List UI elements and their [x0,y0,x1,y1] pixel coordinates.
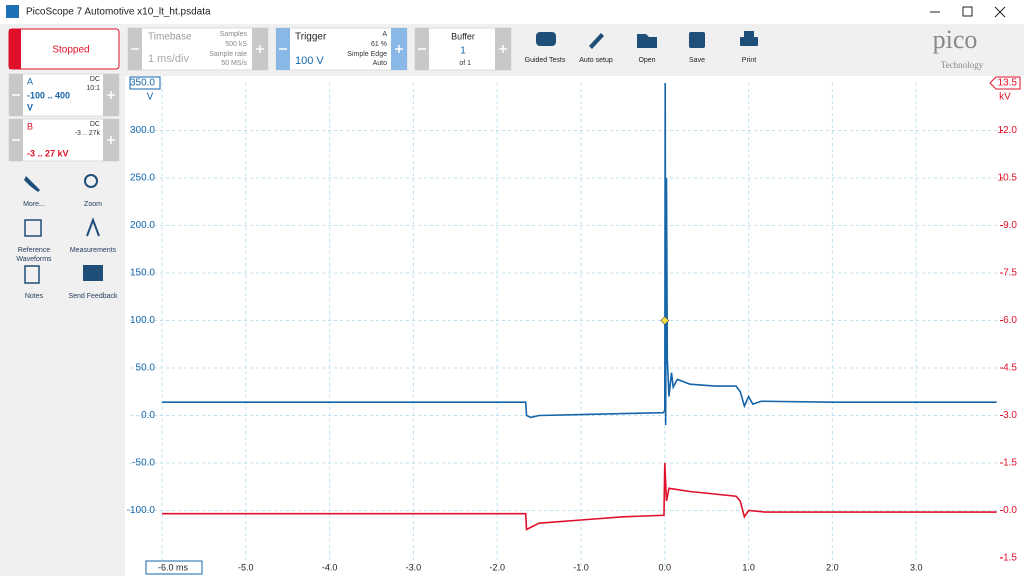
tool-label[interactable]: More... [23,201,45,208]
x-tick-label: 3.0 [910,562,923,572]
app-icon [6,5,19,18]
x-tick-label: -1.0 [573,562,589,572]
y2-axis-label: kV [999,92,1011,103]
channel-unit: V [27,102,33,112]
stop-indicator [9,29,21,69]
trigger-position: 61 % [371,41,387,48]
samples-label: Samples [220,31,248,38]
trigger-channel: A [382,31,387,38]
x-tick-label: -5.0 [238,562,254,572]
channel-coupling: DC [90,121,100,128]
y-tick-label: 300.0 [130,125,155,136]
chart: -100.0 -50.0 0.0 50.0 100.0 150.0 200.0 250.0 30… [127,76,1021,575]
x-tick-label: -2.0 [489,562,505,572]
y2-tick-label: 4.5 [1003,363,1017,374]
channel-range: -3 .. 27 kV [27,148,69,158]
y-tick-label: 250.0 [130,173,155,184]
trigger-marker[interactable] [660,316,670,325]
x-tick-label: 2.0 [826,562,839,572]
y-tick-label: -50.0 [132,458,155,469]
plot-area [125,76,1024,576]
channel-probe: -3 .. 27k [75,130,101,137]
y-tick-label: 350.0 [130,78,155,89]
trigger-mode: Auto [373,60,388,67]
y2-tick-label: 12.0 [998,125,1018,136]
timebase-label: Timebase [148,32,192,43]
title-bar [0,0,1024,24]
logo: pico [933,25,978,54]
toolbar-button[interactable]: Save [689,57,705,64]
x-tick-label: 1.0 [742,562,755,572]
y-tick-label: 0.0 [141,410,155,421]
y-tick-label: 100.0 [130,315,155,326]
tool-label[interactable]: Zoom [84,201,102,208]
waveform [162,82,997,426]
timebase-value: 1 ms/div [148,53,189,65]
x-tick-label: -4.0 [322,562,338,572]
toolbar-button[interactable]: Guided Tests [525,57,566,64]
buffer-label: Buffer [451,31,475,41]
y2-tick-label: 7.5 [1003,268,1017,279]
x-tick-label: -3.0 [406,562,422,572]
rate-label: Sample rate [209,51,247,58]
timebase-panel[interactable] [127,27,269,71]
trigger-level: 100 V [295,55,324,67]
toolbar-button[interactable]: Open [638,57,655,64]
y-tick-label: 200.0 [130,220,155,231]
step-glyphs [12,45,507,144]
channel-coupling: DC [90,76,100,83]
y2-tick-label: 13.5 [998,78,1018,89]
tool-label[interactable]: Reference [18,247,50,254]
channel-range: -100 .. 400 [27,90,70,100]
y2-tick-label: 0.0 [1003,505,1017,516]
y-tick-label: 50.0 [136,363,156,374]
x-tick-label: -6.0 ms [158,562,189,572]
window-controls[interactable] [930,6,1006,18]
tool-label[interactable]: Notes [25,293,44,300]
axis-badge [989,76,1021,90]
y-tick-label: 150.0 [130,268,155,279]
y-tick-label: -100.0 [127,505,156,516]
waveform [162,462,997,531]
toolbar-icons [536,31,758,49]
y2-tick-label: 10.5 [998,173,1018,184]
y2-tick-label: 1.5 [1003,458,1017,469]
trigger-label: Trigger [295,32,327,43]
buffer-current: 1 [460,46,466,57]
y2-tick-label: 3.0 [1003,410,1017,421]
trigger-type: Simple Edge [347,51,387,58]
samples: 500 kS [225,41,247,48]
window-title: PicoScope 7 Automotive x10_lt_ht.psdata [26,7,211,18]
tool-label[interactable]: Measurements [70,247,117,254]
tool-label[interactable]: Waveforms [16,256,52,263]
toolbar-button[interactable]: Auto setup [579,57,613,64]
buffer-total: of 1 [459,60,471,67]
channel-probe: 10:1 [86,85,100,92]
time-ruler-handle[interactable] [145,560,203,575]
rate: 50 MS/s [221,60,247,67]
tool-list: More... Zoom Reference Waveforms Measurement… [16,201,118,300]
toolbar-button[interactable]: Print [742,57,756,64]
channel-name: B [27,121,33,131]
tool-label[interactable]: Send Feedback [68,293,118,300]
axis-badge [129,76,161,90]
channel-b-panel[interactable] [8,118,120,162]
status: Stopped [52,45,89,56]
x-tick-label: 0.0 [659,562,672,572]
y-axis-label: V [147,92,154,103]
y2-tick-label: 9.0 [1003,220,1017,231]
y2-tick-label: 6.0 [1003,315,1017,326]
tool-icons [24,174,103,284]
logo-tagline: Technology [941,60,984,70]
channel-name: A [27,76,33,86]
y2-tick-label: -1.5 [1000,553,1018,564]
